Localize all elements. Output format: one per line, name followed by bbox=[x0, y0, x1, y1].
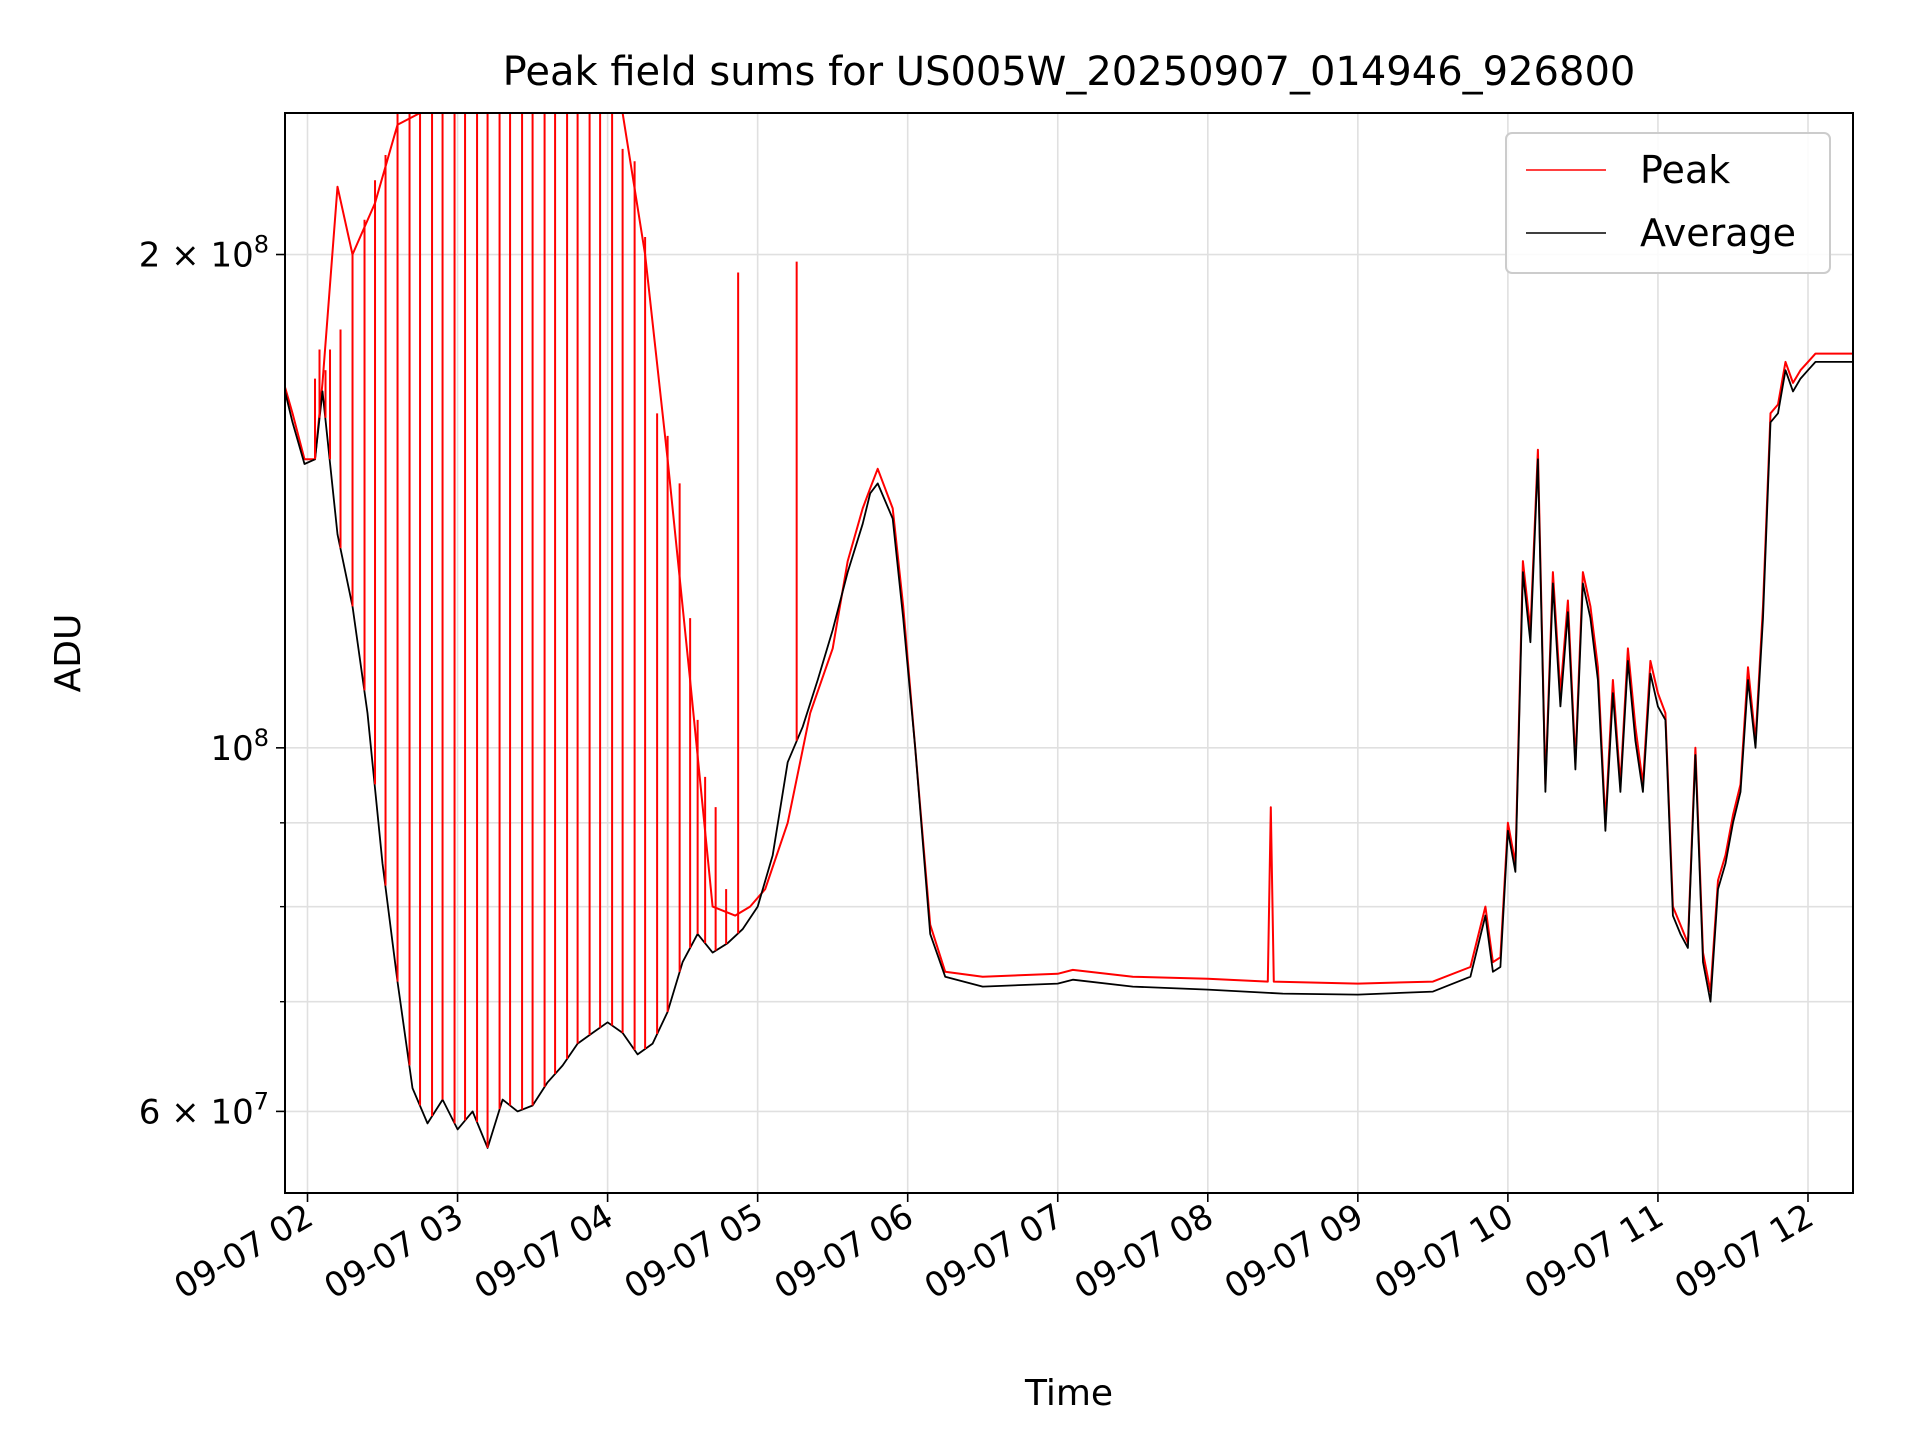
y-tick-label: 108 bbox=[210, 724, 269, 769]
plot-area bbox=[285, 113, 1853, 1149]
chart-title: Peak field sums for US005W_20250907_0149… bbox=[503, 49, 1636, 95]
grid-layer bbox=[285, 113, 1853, 1193]
legend-peak-label: Peak bbox=[1640, 148, 1730, 192]
legend-box bbox=[1505, 132, 1831, 274]
average-line bbox=[285, 360, 1853, 1149]
series-layer bbox=[285, 113, 1853, 1149]
peak-line bbox=[285, 113, 1853, 993]
legend: Peak Average bbox=[1505, 132, 1831, 274]
y-tick-label: 2 × 108 bbox=[139, 231, 269, 276]
legend-average-label: Average bbox=[1640, 211, 1796, 255]
plot-frame bbox=[284, 112, 1854, 1194]
y-axis-label: ADU bbox=[48, 614, 89, 693]
x-axis-label: Time bbox=[1024, 1373, 1113, 1414]
y-tick-label: 6 × 107 bbox=[139, 1087, 269, 1132]
